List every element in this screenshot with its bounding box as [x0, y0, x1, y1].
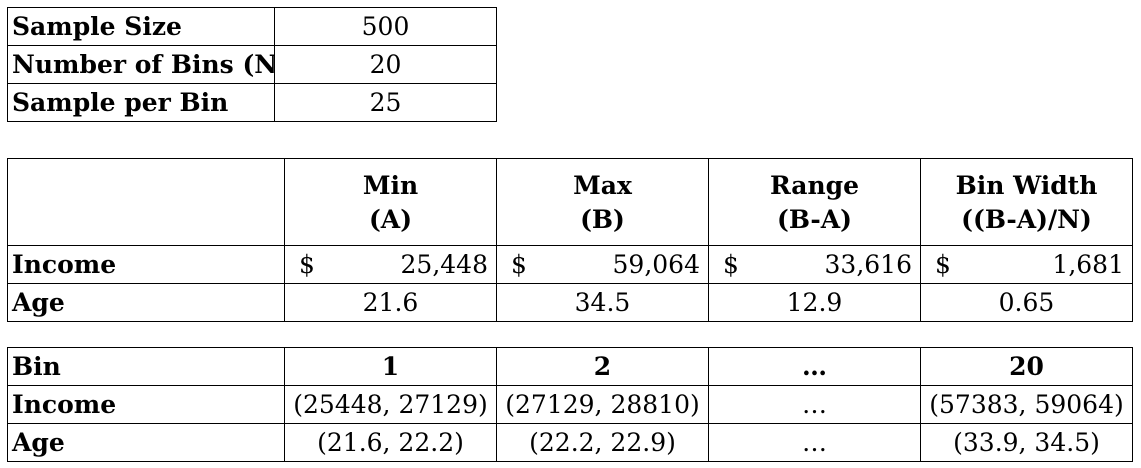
header-line: (A)	[368, 205, 413, 234]
currency-symbol: $	[299, 250, 315, 279]
stats-income-min: $25,448	[284, 245, 497, 284]
bin-income-range: (27129, 28810)	[496, 385, 709, 424]
currency-symbol: $	[935, 250, 951, 279]
stats-age-min: 21.6	[284, 283, 497, 322]
stats-income-range: $33,616	[708, 245, 921, 284]
bin-income-range: (25448, 27129)	[284, 385, 497, 424]
bin-number: 20	[920, 347, 1133, 386]
bin-age-range: (22.2, 22.9)	[496, 423, 709, 462]
summary-label: Sample Size	[7, 7, 275, 46]
bins-row-income: Income (25448, 27129) (27129, 28810) … (…	[7, 385, 1133, 424]
bins-table: Bin 1 2 … 20 Income (25448, 27129) (2712…	[7, 347, 1133, 462]
summary-value: 25	[274, 83, 497, 122]
currency-amount: 33,616	[824, 250, 912, 279]
stats-row-label: Income	[7, 245, 285, 284]
stats-header-max: Max (B)	[496, 158, 709, 246]
stats-age-bin-width: 0.65	[920, 283, 1133, 322]
summary-label: Number of Bins (N)	[7, 45, 275, 84]
stats-age-range: 12.9	[708, 283, 921, 322]
bin-ellipsis: …	[708, 347, 921, 386]
summary-label: Sample per Bin	[7, 83, 275, 122]
bin-ellipsis: …	[708, 423, 921, 462]
header-line: (B)	[580, 205, 625, 234]
summary-value: 500	[274, 7, 497, 46]
stats-header-min: Min (A)	[284, 158, 497, 246]
header-line: Min	[362, 171, 419, 200]
bins-header-label: Bin	[7, 347, 285, 386]
summary-row-sample-size: Sample Size 500	[7, 7, 497, 46]
stats-age-max: 34.5	[496, 283, 709, 322]
currency-symbol: $	[511, 250, 527, 279]
stats-header-row: Min (A) Max (B) Range (B-A) Bin Width ((…	[7, 158, 1133, 246]
bins-row-age: Age (21.6, 22.2) (22.2, 22.9) … (33.9, 3…	[7, 423, 1133, 462]
stats-income-max: $59,064	[496, 245, 709, 284]
stats-header-bin-width: Bin Width ((B-A)/N)	[920, 158, 1133, 246]
summary-table: Sample Size 500 Number of Bins (N) 20 Sa…	[7, 7, 497, 122]
header-line: Max	[573, 171, 632, 200]
header-line: (B-A)	[776, 205, 853, 234]
currency-amount: 1,681	[1052, 250, 1124, 279]
stats-row-income: Income $25,448 $59,064 $33,616 $1,681	[7, 245, 1133, 284]
stats-table: Min (A) Max (B) Range (B-A) Bin Width ((…	[7, 158, 1133, 322]
stats-corner-cell	[7, 158, 285, 246]
currency-amount: 25,448	[400, 250, 488, 279]
bins-header-row: Bin 1 2 … 20	[7, 347, 1133, 386]
bin-income-range: (57383, 59064)	[920, 385, 1133, 424]
summary-row-number-of-bins: Number of Bins (N) 20	[7, 45, 497, 84]
currency-symbol: $	[723, 250, 739, 279]
bin-number: 2	[496, 347, 709, 386]
bin-age-range: (21.6, 22.2)	[284, 423, 497, 462]
stats-row-label: Age	[7, 283, 285, 322]
bin-age-range: (33.9, 34.5)	[920, 423, 1133, 462]
header-line: Range	[769, 171, 860, 200]
currency-amount: 59,064	[612, 250, 700, 279]
bins-row-label: Age	[7, 423, 285, 462]
summary-value: 20	[274, 45, 497, 84]
summary-row-sample-per-bin: Sample per Bin 25	[7, 83, 497, 122]
bins-row-label: Income	[7, 385, 285, 424]
header-line: ((B-A)/N)	[961, 205, 1092, 234]
bin-number: 1	[284, 347, 497, 386]
stats-row-age: Age 21.6 34.5 12.9 0.65	[7, 283, 1133, 322]
bin-ellipsis: …	[708, 385, 921, 424]
header-line: Bin Width	[955, 171, 1098, 200]
stats-income-bin-width: $1,681	[920, 245, 1133, 284]
stats-header-range: Range (B-A)	[708, 158, 921, 246]
